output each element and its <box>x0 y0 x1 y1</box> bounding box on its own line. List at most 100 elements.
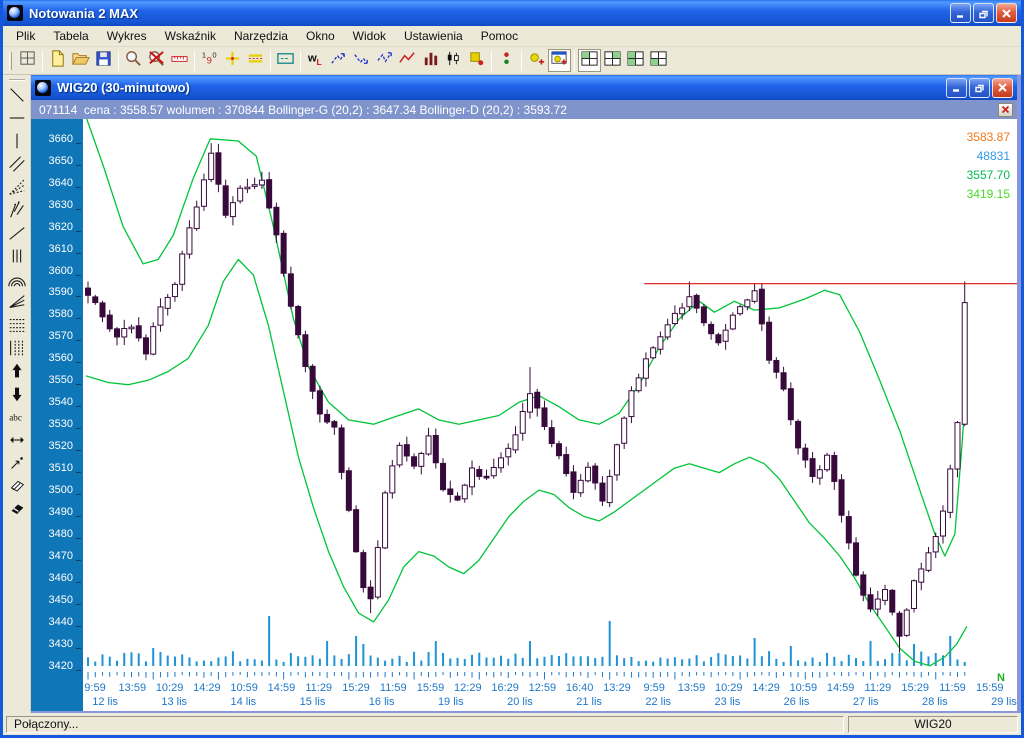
close-icon <box>998 83 1007 92</box>
date-tick-label: 15 lis <box>299 696 326 708</box>
horizontal-line-tool[interactable] <box>5 109 29 132</box>
eraser-icon <box>7 476 27 501</box>
vertical-line-tool[interactable] <box>5 132 29 155</box>
ruler-button[interactable] <box>168 49 191 72</box>
fibonacci-arcs-tool[interactable] <box>5 270 29 293</box>
info-bar-close-button[interactable] <box>998 102 1013 117</box>
price-tick-mark <box>76 560 81 561</box>
signal-arrow-2-button[interactable] <box>350 49 373 72</box>
fibonacci-retracement-tool[interactable] <box>5 316 29 339</box>
time-axis[interactable]: N 9:59 13:59 10:29 14:29 10:59 14:59 11:29 15:2… <box>83 671 1017 711</box>
candles <box>85 143 968 653</box>
price-chart-canvas[interactable] <box>83 119 1017 671</box>
time-tick-label: 13:29 <box>603 682 631 694</box>
zoom-off-button[interactable] <box>145 49 168 72</box>
bar-chart-icon <box>421 49 440 73</box>
chart-minimize-button[interactable] <box>946 77 967 98</box>
menu-tabela[interactable]: Tabela <box>53 29 89 43</box>
layout-quad-2-button[interactable] <box>601 49 624 72</box>
open-folder-icon <box>71 49 90 73</box>
time-tick-label: 10:29 <box>715 682 743 694</box>
pitchfork-tool[interactable] <box>5 201 29 224</box>
eraser-all-tool[interactable] <box>5 500 29 523</box>
add-marker-button[interactable] <box>525 49 548 72</box>
open-folder-button[interactable] <box>69 49 92 72</box>
menu-ustawienia[interactable]: Ustawienia <box>404 29 463 43</box>
menu-narz-dzia[interactable]: Narzędzia <box>233 29 288 43</box>
menu-wska-nik[interactable]: Wskaźnik <box>164 29 216 43</box>
add-chart-window-button[interactable] <box>548 49 571 72</box>
layout-quad-1-button[interactable] <box>578 49 601 72</box>
line-chart-button[interactable] <box>396 49 419 72</box>
layout-quad-4-button[interactable] <box>647 49 670 72</box>
price-tick-label: 3490 <box>48 506 73 519</box>
app-icon <box>7 5 23 21</box>
layout-quad-2-icon <box>603 49 622 73</box>
eraser-tool[interactable] <box>5 477 29 500</box>
time-tick-label: 15:59 <box>975 682 1004 694</box>
price-tick-label: 3500 <box>48 484 73 497</box>
price-tick-label: 3560 <box>48 352 73 365</box>
minimize-button[interactable] <box>950 3 971 23</box>
time-axis-ticks: N <box>87 672 1005 682</box>
pointer-move-tool[interactable] <box>5 454 29 477</box>
candlestick-chart-icon <box>444 49 463 73</box>
horizontal-range-tool[interactable] <box>5 431 29 454</box>
menu-okno[interactable]: Okno <box>305 29 335 43</box>
window-grid-button[interactable] <box>16 49 39 72</box>
price-tick-mark <box>76 516 81 518</box>
chart-title-bar: WIG20 (30-minutowo) <box>31 75 1017 100</box>
arrow-up-marker-tool[interactable] <box>5 362 29 385</box>
grid-lines-button[interactable] <box>244 49 267 72</box>
price-tick-mark <box>76 625 81 627</box>
vertical-lines-group-tool[interactable] <box>5 247 29 270</box>
zoom-in-button[interactable] <box>122 49 145 72</box>
chart-restore-button[interactable] <box>969 77 990 98</box>
menu-pomoc[interactable]: Pomoc <box>480 29 519 43</box>
ray-line-tool[interactable] <box>5 224 29 247</box>
time-tick-label: 16:29 <box>491 682 519 694</box>
arrow-down-marker-tool[interactable] <box>5 385 29 408</box>
toolbar-grip[interactable] <box>9 51 12 70</box>
buy-sell-markers-button[interactable] <box>495 49 518 72</box>
indicator-info-bar: 071114 cena : 3558.57 wolumen : 370844 B… <box>31 100 1017 119</box>
plot-area: 3583.87 48831 3557.70 3419.15 <box>83 119 1017 671</box>
chart-close-button[interactable] <box>992 77 1013 98</box>
menu-plik[interactable]: Plik <box>16 29 36 43</box>
text-label-tool[interactable]: abc <box>5 408 29 431</box>
time-tick-label: 13:59 <box>118 682 147 694</box>
ohlc-chart-button[interactable] <box>465 49 488 72</box>
time-tick-label: 16:40 <box>565 682 594 694</box>
indicator-values-text: 071114 cena : 3558.57 wolumen : 370844 B… <box>39 102 567 117</box>
quote-box-button[interactable] <box>274 49 297 72</box>
price-tick-mark <box>76 230 81 232</box>
restore-button[interactable] <box>973 3 994 23</box>
crosshair-button[interactable] <box>221 49 244 72</box>
signal-arrow-1-button[interactable] <box>327 49 350 72</box>
bar-chart-button[interactable] <box>419 49 442 72</box>
save-file-button[interactable] <box>92 49 115 72</box>
fibonacci-time-zones-tool[interactable] <box>5 339 29 362</box>
layout-quad-3-button[interactable] <box>624 49 647 72</box>
parallel-lines-tool[interactable] <box>5 155 29 178</box>
close-button[interactable] <box>996 3 1017 23</box>
palette-grip[interactable] <box>8 79 25 83</box>
price-tick-mark <box>76 142 81 144</box>
menu-widok[interactable]: Widok <box>352 29 387 43</box>
price-axis[interactable]: 3660 3650 3640 3630 3620 3610 3600 3590 3580 3570… <box>31 119 83 711</box>
time-tick-label: 14:29 <box>193 682 221 694</box>
price-tick-label: 3460 <box>48 571 73 584</box>
close-icon <box>1001 105 1010 114</box>
new-file-button[interactable] <box>46 49 69 72</box>
fan-lines-tool[interactable] <box>5 178 29 201</box>
signal-arrow-3-button[interactable] <box>373 49 396 72</box>
menu-wykres[interactable]: Wykres <box>106 29 147 43</box>
candlestick-chart-button[interactable] <box>442 49 465 72</box>
gann-fan-tool[interactable] <box>5 293 29 316</box>
trend-line-tool[interactable] <box>5 86 29 109</box>
fibonacci-arcs-icon <box>7 269 27 294</box>
time-tick-label: 11:29 <box>864 682 892 694</box>
